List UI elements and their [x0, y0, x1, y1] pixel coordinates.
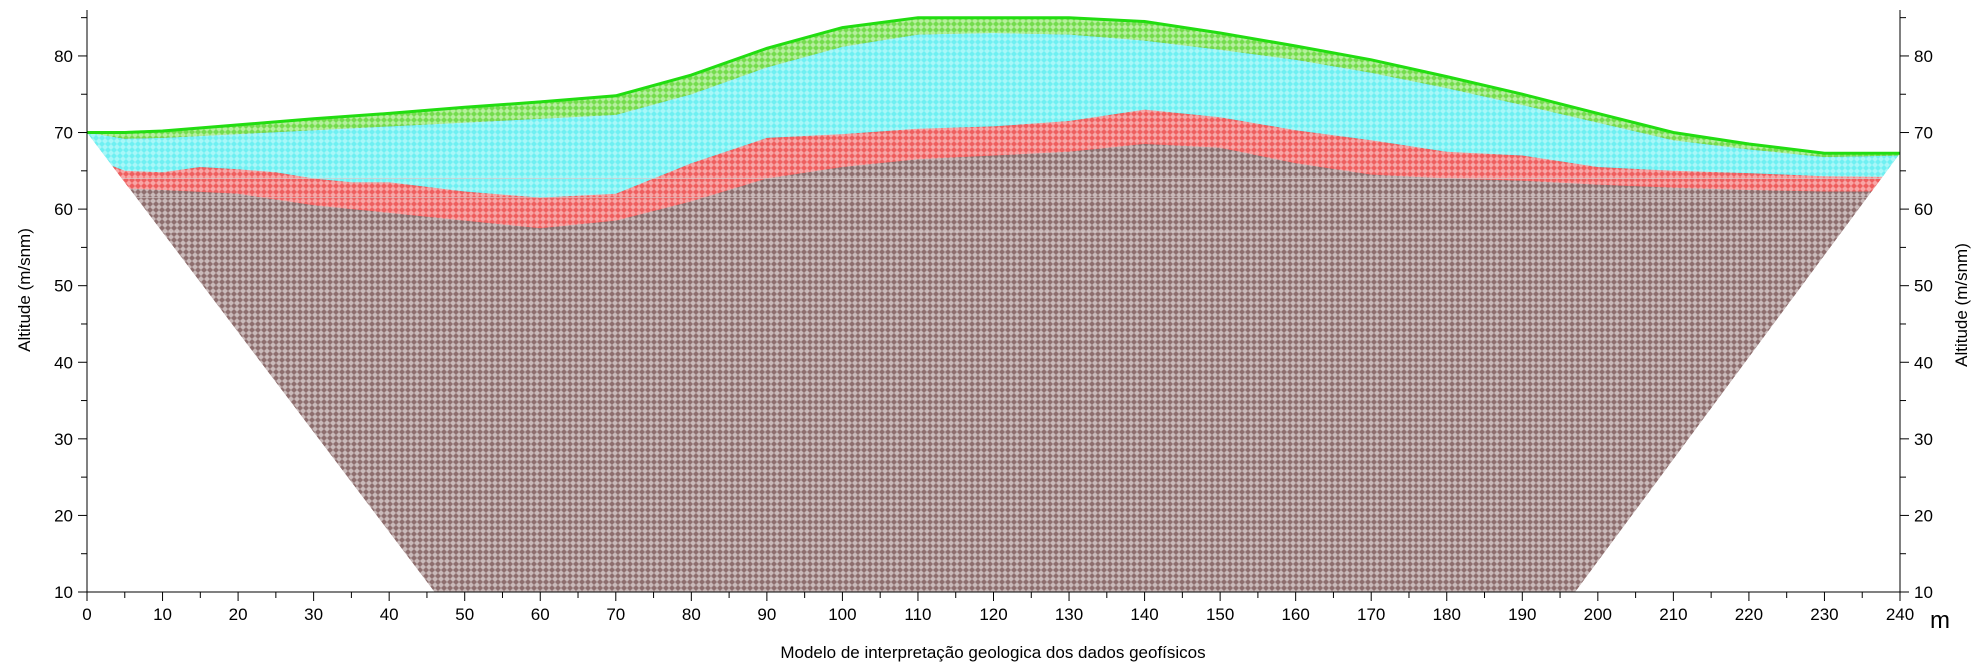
y-tick-label-right: 70 [1914, 124, 1933, 143]
x-tick-label: 50 [455, 605, 474, 624]
x-tick-label: 230 [1810, 605, 1838, 624]
layers [87, 16, 1900, 592]
x-tick-label: 70 [606, 605, 625, 624]
x-tick-label: 150 [1206, 605, 1234, 624]
x-tick-label: 110 [904, 605, 931, 624]
y-tick-label-left: 80 [54, 47, 73, 66]
y-tick-label-right: 40 [1914, 353, 1933, 372]
y-axis-title-right: Altitude (m/snm) [1952, 243, 1971, 367]
section-layers [87, 17, 1900, 592]
clay-layer [87, 109, 1900, 229]
x-tick-label: 160 [1281, 605, 1309, 624]
x-axis-title: Modelo de interpretação geologica dos da… [780, 643, 1205, 662]
x-tick-label: 170 [1357, 605, 1385, 624]
x-tick-label: 120 [979, 605, 1007, 624]
y-tick-label-left: 40 [54, 353, 73, 372]
y-tick-label-left: 50 [54, 277, 73, 296]
y-tick-label-right: 50 [1914, 277, 1933, 296]
y-tick-label-left: 10 [54, 583, 73, 602]
x-tick-label: 140 [1130, 605, 1158, 624]
x-tick-label: 190 [1508, 605, 1536, 624]
y-tick-label-left: 30 [54, 430, 73, 449]
x-tick-label: 80 [682, 605, 701, 624]
x-tick-label: 30 [304, 605, 323, 624]
y-tick-label-right: 80 [1914, 47, 1933, 66]
y-tick-label-left: 20 [54, 506, 73, 525]
surface-line [87, 16, 1900, 155]
y-tick-label-left: 60 [54, 200, 73, 219]
y-tick-label-right: 20 [1914, 506, 1933, 525]
y-tick-label-left: 70 [54, 124, 73, 143]
x-tick-label: 200 [1584, 605, 1612, 624]
x-tick-label: 130 [1055, 605, 1083, 624]
x-axis-unit: m [1930, 607, 1950, 634]
x-tick-label: 90 [757, 605, 776, 624]
x-tick-label: 210 [1659, 605, 1687, 624]
x-tick-label: 60 [531, 605, 550, 624]
water-layer [87, 33, 1900, 198]
axes: 0 10 20 30 40 50 60 70 80 90 100 110 120 130 140 150 160… [54, 10, 1933, 624]
y-tick-label-right: 60 [1914, 200, 1933, 219]
x-tick-label: 40 [380, 605, 399, 624]
x-tick-label: 100 [828, 605, 856, 624]
y-tick-label-right: 30 [1914, 430, 1933, 449]
y-tick-label-right: 10 [1914, 583, 1933, 602]
x-tick-label: 220 [1735, 605, 1763, 624]
x-tick-label: 20 [229, 605, 248, 624]
x-tick-label: 180 [1433, 605, 1461, 624]
x-tick-label: 240 [1886, 605, 1914, 624]
x-tick-label: 0 [82, 605, 91, 624]
topsoil-layer [87, 17, 1900, 158]
x-tick-label: 10 [153, 605, 172, 624]
y-axis-title-left: Altitude (m/snm) [15, 228, 34, 352]
